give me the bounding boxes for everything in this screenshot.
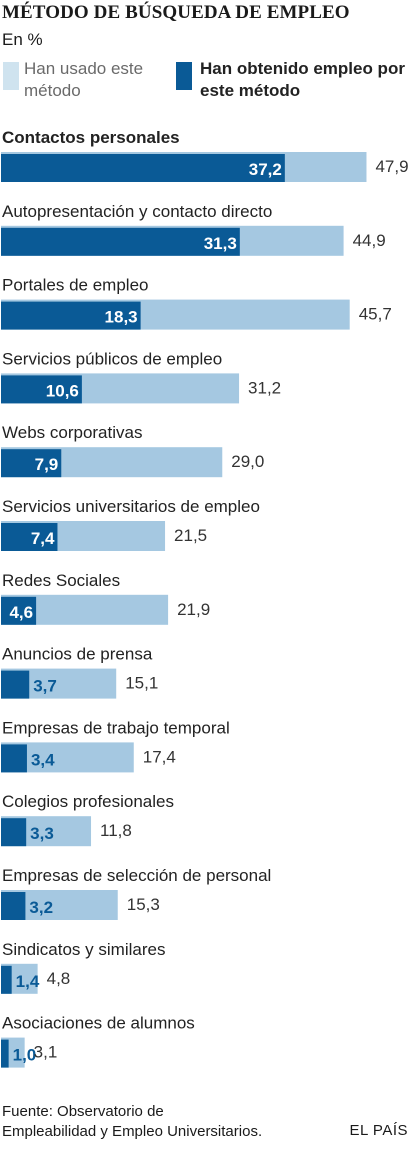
bar-obtained xyxy=(1,1039,9,1068)
category-label: Webs corporativas xyxy=(2,423,142,442)
value-label-used: 15,1 xyxy=(125,674,158,693)
value-label-used: 11,8 xyxy=(100,821,132,840)
value-label-obtained: 10,6 xyxy=(46,381,79,400)
category-label: Contactos personales xyxy=(2,128,180,147)
value-label-obtained: 31,3 xyxy=(204,234,237,253)
value-label-used: 29,0 xyxy=(231,452,264,471)
bar-obtained xyxy=(1,301,141,330)
value-label-obtained: 37,2 xyxy=(249,160,282,179)
value-label-used: 31,2 xyxy=(248,378,281,397)
category-label: Anuncios de prensa xyxy=(2,645,153,664)
bar-obtained xyxy=(1,892,26,920)
legend-swatch-obtained xyxy=(176,62,192,90)
bar-obtained xyxy=(1,965,12,994)
category-label: Sindicatos y similares xyxy=(2,940,165,959)
value-label-used: 21,9 xyxy=(177,600,210,619)
legend-swatch-used xyxy=(3,62,19,90)
chart-subtitle: En % xyxy=(2,30,43,49)
category-label: Servicios universitarios de empleo xyxy=(2,497,260,516)
bar-obtained xyxy=(1,375,82,404)
value-label-obtained: 3,3 xyxy=(30,824,54,843)
value-label-obtained: 7,9 xyxy=(35,455,59,474)
legend: Han usado este método Han obtenido emple… xyxy=(0,58,414,106)
value-label-used: 21,5 xyxy=(174,526,207,545)
bar-obtained xyxy=(1,818,27,847)
value-label-obtained: 4,6 xyxy=(9,603,33,622)
value-label-used: 45,7 xyxy=(359,305,392,324)
category-label: Portales de empleo xyxy=(2,276,148,295)
value-label-used: 3,1 xyxy=(34,1043,58,1062)
value-label-obtained: 1,4 xyxy=(16,972,40,991)
bar-obtained xyxy=(1,154,285,182)
value-label-obtained: 7,4 xyxy=(31,529,55,548)
legend-label-used: Han usado este método xyxy=(24,59,144,100)
value-label-obtained: 3,2 xyxy=(29,898,53,917)
legend-label-obtained: Han obtenido empleo por este método xyxy=(200,59,405,100)
value-label-obtained: 1,0 xyxy=(13,1046,37,1065)
bar-obtained xyxy=(1,744,27,773)
value-label-obtained: 18,3 xyxy=(105,308,138,327)
bar-obtained xyxy=(1,449,62,478)
value-label-used: 15,3 xyxy=(127,895,160,914)
category-label: Autopresentación y contacto directo xyxy=(2,202,272,221)
value-label-used: 4,8 xyxy=(47,969,71,988)
category-label: Empresas de trabajo temporal xyxy=(2,718,230,737)
value-label-used: 44,9 xyxy=(353,231,386,250)
source-note: Fuente: Observatorio de Empleabilidad y … xyxy=(2,1102,322,1142)
category-label: Servicios públicos de empleo xyxy=(2,349,222,368)
bar-obtained xyxy=(1,596,37,625)
source-line-1: Fuente: Observatorio de xyxy=(2,1103,164,1120)
bar-obtained xyxy=(1,227,240,256)
value-label-obtained: 3,4 xyxy=(31,750,55,769)
category-label: Colegios profesionales xyxy=(2,792,174,811)
bar-obtained xyxy=(1,523,58,551)
bar-chart: Contactos personales 37,2 47,9 Autopresenta… xyxy=(1,128,409,1068)
value-label-obtained: 3,7 xyxy=(33,677,57,696)
brand-logo-text: EL PAÍS xyxy=(349,1122,408,1139)
chart-title: MÉTODO DE BÚSQUEDA DE EMPLEO xyxy=(2,2,350,23)
value-label-used: 47,9 xyxy=(375,157,408,176)
category-label: Asociaciones de alumnos xyxy=(2,1014,195,1033)
bar-obtained xyxy=(1,670,30,699)
category-label: Redes Sociales xyxy=(2,571,120,590)
source-line-2: Empleabilidad y Empleo Universitarios. xyxy=(2,1123,263,1140)
category-label: Empresas de selección de personal xyxy=(2,866,271,885)
value-label-used: 17,4 xyxy=(143,747,176,766)
